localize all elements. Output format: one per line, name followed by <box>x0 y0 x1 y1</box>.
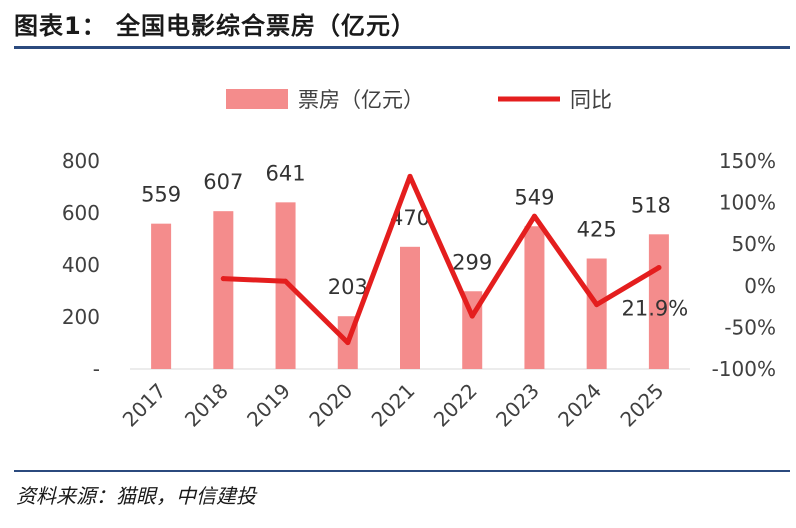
bar-value-label: 518 <box>631 193 671 217</box>
x-tick-label: 2019 <box>242 379 295 432</box>
yoy-point-2023 <box>531 213 537 219</box>
bar-value-label: 549 <box>514 185 554 209</box>
yoy-point-2025 <box>656 265 662 271</box>
footer-divider <box>14 470 790 472</box>
yoy-line <box>220 173 662 346</box>
right-tick-label: 150% <box>719 149 776 173</box>
legend: 票房（亿元） 同比 <box>226 88 612 112</box>
combo-chart: 票房（亿元） 同比 - 200 400 600 800 -100% -50% 0% 50% 10… <box>62 88 776 432</box>
x-tick-label: 2022 <box>429 379 482 432</box>
yoy-point-2024 <box>594 302 600 308</box>
bar-2021 <box>400 246 420 369</box>
legend-swatch-bar <box>226 89 288 109</box>
right-tick-label: 100% <box>719 191 776 215</box>
bar-2023 <box>524 226 545 369</box>
line-series: 21.9% <box>220 173 689 346</box>
left-tick-label: 600 <box>62 201 100 225</box>
bar-2017 <box>151 223 172 369</box>
title-divider <box>14 46 790 49</box>
right-tick-label: 0% <box>744 274 776 298</box>
yoy-point-2022 <box>469 313 475 319</box>
left-axis: - 200 400 600 800 <box>62 149 100 381</box>
x-tick-label: 2023 <box>491 379 544 432</box>
bar-2024 <box>586 258 607 369</box>
x-tick-label: 2025 <box>615 379 668 432</box>
yoy-end-label: 21.9% <box>622 297 689 321</box>
yoy-point-2021 <box>407 173 413 179</box>
right-axis: -100% -50% 0% 50% 100% 150% <box>712 149 776 381</box>
left-tick-label: 200 <box>62 305 100 329</box>
yoy-point-2020 <box>345 340 351 346</box>
chart-title: 图表1： 全国电影综合票房（亿元） <box>14 12 417 40</box>
bar-value-label: 559 <box>141 183 181 207</box>
bar-value-label: 299 <box>452 250 492 274</box>
bar-value-label: 641 <box>266 161 306 185</box>
left-tick-label: 800 <box>62 149 100 173</box>
x-tick-label: 2021 <box>367 379 420 432</box>
legend-label-line: 同比 <box>570 88 612 112</box>
right-tick-label: 50% <box>732 232 776 256</box>
right-tick-label: -100% <box>712 357 776 381</box>
x-tick-label: 2024 <box>553 379 606 432</box>
x-tick-label: 2017 <box>118 379 171 432</box>
bar-2019 <box>275 202 296 369</box>
bar-value-label: 607 <box>203 170 243 194</box>
source-note: 资料来源：猫眼，中信建投 <box>16 484 256 508</box>
left-tick-label: - <box>93 357 100 381</box>
bar-value-label: 203 <box>328 275 368 299</box>
left-tick-label: 400 <box>62 253 100 277</box>
x-axis: 2017 2018 2019 2020 2021 2022 2023 2024 2025 <box>118 379 669 432</box>
x-tick-label: 2020 <box>304 379 357 432</box>
bar-2018 <box>213 211 234 369</box>
yoy-point-2018 <box>220 276 226 282</box>
x-tick-label: 2018 <box>180 379 233 432</box>
bar-value-label: 425 <box>577 218 617 242</box>
yoy-point-2019 <box>283 278 289 284</box>
legend-label-bar: 票房（亿元） <box>298 88 424 112</box>
right-tick-label: -50% <box>724 315 776 339</box>
